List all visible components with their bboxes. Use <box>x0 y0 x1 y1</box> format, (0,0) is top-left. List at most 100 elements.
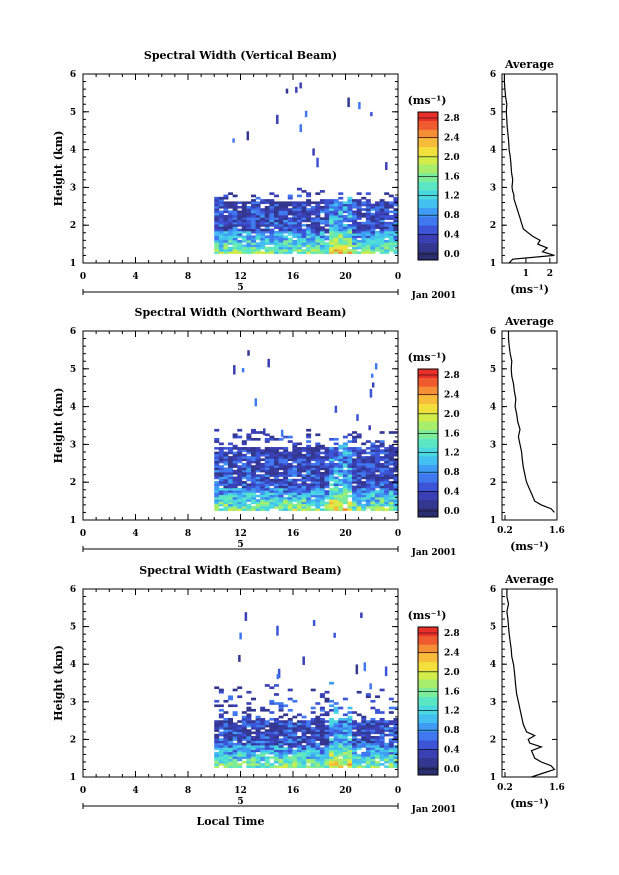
heatmap-cell <box>278 221 284 225</box>
heatmap-cell <box>365 693 371 696</box>
heatmap-cell <box>278 702 284 705</box>
heatmap-cell <box>361 208 367 211</box>
heatmap-cell <box>365 239 371 243</box>
heatmap-cell <box>315 217 321 220</box>
heatmap-cell <box>375 729 381 732</box>
heatmap-cell <box>246 690 252 694</box>
heatmap-cell <box>218 731 224 735</box>
heatmap-cell <box>342 214 348 218</box>
heatmap-cell <box>246 217 252 220</box>
heatmap-cell <box>269 235 275 239</box>
heatmap-cell <box>223 201 229 205</box>
heatmap-cell <box>361 740 367 744</box>
heatmap-cell <box>214 745 220 748</box>
heatmap-cell <box>301 754 307 757</box>
heatmap-cell <box>306 242 312 245</box>
heatmap-cell <box>370 214 376 218</box>
y-tick-label: 6 <box>70 585 76 595</box>
heatmap-cell <box>352 440 358 443</box>
heatmap-cell <box>379 756 385 759</box>
heatmap-cell <box>310 756 316 759</box>
heatmap-cell <box>278 715 284 719</box>
heatmap-cell <box>283 451 289 455</box>
heatmap-cell <box>218 228 224 232</box>
profile-frame <box>501 73 558 264</box>
heatmap-cell <box>283 490 289 493</box>
heatmap-cell <box>228 205 234 209</box>
heatmap-cell <box>365 736 371 739</box>
heatmap-cell <box>338 467 344 471</box>
heatmap-cell <box>251 763 256 766</box>
heatmap-cell <box>379 481 385 484</box>
heatmap-cell <box>388 217 394 220</box>
heatmap-cell <box>278 249 284 252</box>
colorbar-tick-label: 2.0 <box>444 153 460 163</box>
heatmap-cell <box>393 208 399 211</box>
heatmap-cell <box>264 453 270 457</box>
heatmap-cell <box>338 219 344 223</box>
heatmap-cell <box>324 462 330 466</box>
heatmap-cell <box>365 471 371 475</box>
heatmap-cell <box>296 242 302 245</box>
heatmap-cell <box>365 201 371 205</box>
heatmap-cell <box>287 708 293 712</box>
heatmap-cell <box>218 451 224 455</box>
colorbar-tick-label: 2.4 <box>444 390 460 400</box>
heatmap-cell <box>388 490 394 493</box>
heatmap-cell <box>384 249 390 252</box>
heatmap-cell <box>319 501 325 505</box>
heatmap-cell <box>260 449 266 452</box>
heatmap-cell <box>315 483 321 487</box>
heatmap-cell <box>324 476 330 480</box>
heatmap-cell <box>310 501 316 505</box>
heatmap-cell <box>214 738 220 741</box>
heatmap-cell <box>232 456 238 459</box>
heatmap-cell <box>361 221 367 225</box>
heatmap-cell <box>296 224 302 227</box>
heatmap-cell <box>352 503 358 507</box>
heatmap-cell <box>333 437 339 441</box>
heatmap-cell <box>365 219 371 223</box>
heatmap-cell <box>329 233 335 236</box>
heatmap-cell <box>241 449 247 452</box>
heatmap-cell <box>356 471 362 475</box>
heatmap-cell <box>342 754 348 757</box>
heatmap-cell <box>310 492 316 496</box>
heatmap-cell <box>214 465 220 468</box>
heatmap-cell <box>283 219 289 223</box>
heatmap-cell <box>388 224 394 227</box>
heatmap-cell <box>384 453 390 457</box>
heatmap-cell <box>292 465 298 468</box>
heatmap-cell <box>228 246 234 250</box>
heatmap-cell <box>228 471 234 475</box>
heatmap-cell <box>255 494 261 498</box>
heatmap-cell <box>237 731 243 735</box>
heatmap-cell <box>255 447 261 450</box>
heatmap-speck <box>312 148 315 156</box>
heatmap-cell <box>214 199 220 202</box>
heatmap-cell <box>264 765 270 768</box>
colorbar-swatch <box>418 635 438 645</box>
heatmap-cell <box>273 760 279 764</box>
heatmap-cell <box>278 224 284 227</box>
heatmap-cell <box>388 249 394 252</box>
heatmap-cell <box>379 731 385 735</box>
heatmap-cell <box>365 749 371 753</box>
heatmap-cell <box>223 224 229 227</box>
heatmap-cell <box>269 765 275 768</box>
heatmap-cell <box>237 726 243 730</box>
heatmap-cell <box>370 208 376 211</box>
heatmap-cell <box>241 481 247 484</box>
heatmap-cell <box>329 499 335 502</box>
heatmap-cell <box>260 228 266 232</box>
heatmap-cell <box>379 214 385 218</box>
heatmap-cell <box>223 230 229 234</box>
heatmap-cell <box>319 467 325 471</box>
heatmap-cell <box>338 462 344 466</box>
heatmap-cell <box>246 460 252 464</box>
heatmap-cell <box>365 221 371 225</box>
profile-line <box>506 589 556 778</box>
heatmap-cell <box>347 758 353 762</box>
heatmap-cell <box>370 724 376 728</box>
